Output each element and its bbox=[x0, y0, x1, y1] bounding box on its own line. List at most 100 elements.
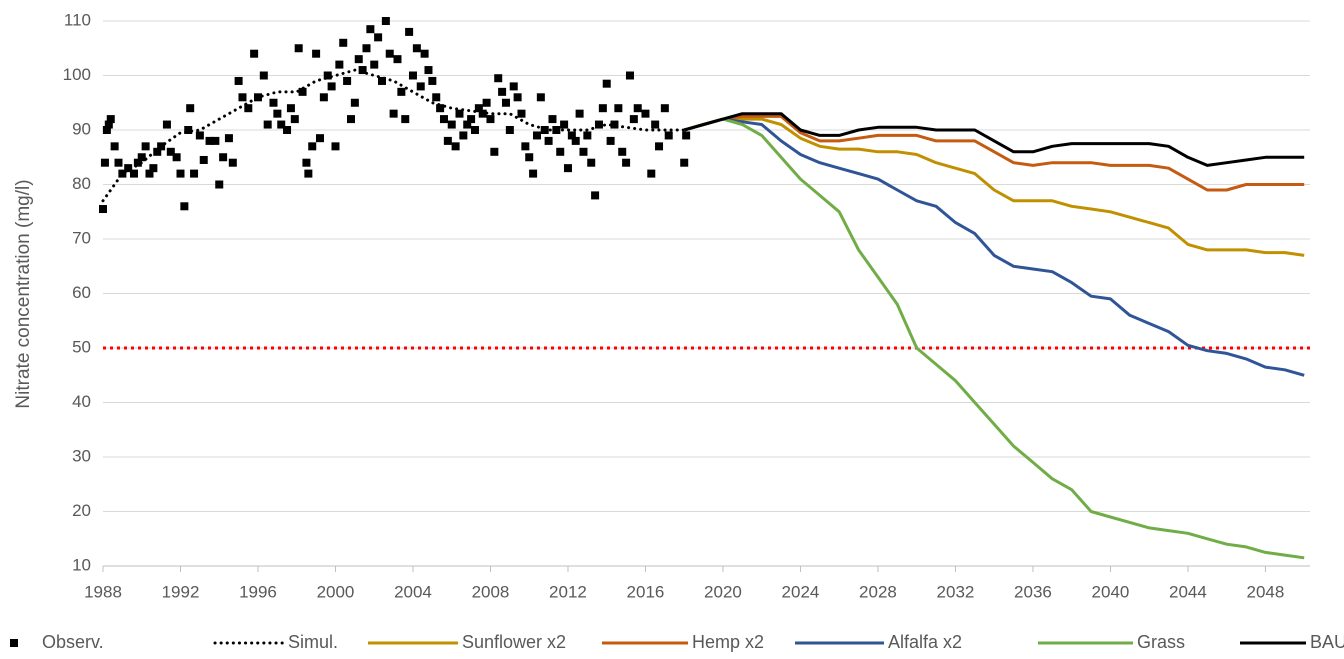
y-tick-label: 90 bbox=[72, 119, 91, 138]
observation-point bbox=[124, 164, 133, 173]
observation-point bbox=[467, 115, 476, 124]
observation-point bbox=[583, 131, 592, 140]
observation-point bbox=[362, 44, 371, 53]
observation-point bbox=[641, 109, 650, 118]
observation-point bbox=[594, 120, 603, 129]
observation-point bbox=[498, 87, 507, 96]
observation-point bbox=[350, 98, 359, 107]
observation-point bbox=[298, 87, 307, 96]
observation-point bbox=[110, 142, 119, 151]
scenario-line bbox=[683, 112, 1305, 167]
x-tick-label: 2028 bbox=[859, 582, 897, 601]
y-tick-label: 20 bbox=[72, 501, 91, 520]
observation-point bbox=[625, 71, 634, 80]
observation-point bbox=[250, 49, 259, 58]
legend-label: BAU bbox=[1310, 632, 1344, 652]
observation-point bbox=[277, 120, 286, 129]
observation-point bbox=[606, 136, 615, 145]
observation-point bbox=[393, 55, 402, 64]
observation-point bbox=[304, 169, 313, 178]
x-tick-label: 2036 bbox=[1014, 582, 1052, 601]
x-tick-label: 2008 bbox=[472, 582, 510, 601]
observation-point bbox=[610, 120, 619, 129]
observation-point bbox=[529, 169, 538, 178]
observation-point bbox=[308, 142, 317, 151]
observation-point bbox=[633, 104, 642, 113]
observation-point bbox=[137, 153, 146, 162]
observation-point bbox=[587, 158, 596, 167]
observation-point bbox=[319, 93, 328, 102]
observation-point bbox=[312, 49, 321, 58]
observation-point bbox=[102, 126, 111, 134]
observation-point bbox=[129, 169, 138, 178]
observation-point bbox=[381, 17, 390, 25]
observation-point bbox=[532, 131, 541, 140]
x-tick-label: 2000 bbox=[317, 582, 355, 601]
observation-point bbox=[290, 115, 299, 124]
observation-point bbox=[602, 79, 611, 88]
observation-point bbox=[660, 104, 669, 113]
observation-point bbox=[269, 98, 278, 107]
observation-point bbox=[548, 115, 557, 124]
observation-point bbox=[439, 115, 448, 124]
scenario-line bbox=[683, 117, 1305, 560]
observation-point bbox=[385, 49, 394, 58]
observation-point bbox=[501, 98, 510, 107]
observation-point bbox=[424, 66, 433, 75]
observation-point bbox=[224, 134, 233, 143]
observation-point bbox=[416, 82, 425, 91]
observation-point bbox=[591, 191, 600, 200]
y-tick-label: 100 bbox=[63, 65, 91, 84]
observation-point bbox=[339, 38, 348, 47]
observation-point bbox=[118, 169, 127, 178]
observation-point bbox=[436, 104, 445, 113]
y-tick-label: 40 bbox=[72, 392, 91, 411]
observation-point bbox=[622, 158, 631, 167]
observation-point bbox=[455, 109, 464, 118]
observation-point bbox=[494, 74, 503, 83]
y-tick-label: 50 bbox=[72, 337, 91, 356]
observation-point bbox=[186, 104, 195, 113]
y-tick-label: 10 bbox=[72, 555, 91, 574]
x-tick-label: 2020 bbox=[704, 582, 742, 601]
observation-point bbox=[259, 71, 268, 80]
observation-point bbox=[273, 109, 282, 118]
observation-point bbox=[556, 147, 565, 156]
observation-point bbox=[664, 131, 673, 140]
observation-point bbox=[244, 104, 253, 113]
observation-point bbox=[286, 104, 295, 113]
observation-point bbox=[571, 136, 580, 145]
observation-point bbox=[176, 169, 185, 178]
observation-point bbox=[99, 205, 107, 214]
legend-label: Alfalfa x2 bbox=[888, 632, 962, 652]
observation-point bbox=[490, 147, 499, 156]
x-tick-label: 1988 bbox=[84, 582, 122, 601]
observation-point bbox=[331, 142, 340, 151]
observation-point bbox=[315, 134, 324, 143]
observation-point bbox=[346, 115, 355, 124]
observation-point bbox=[618, 147, 627, 156]
observation-point bbox=[166, 147, 175, 156]
observation-point bbox=[505, 126, 514, 134]
observation-point bbox=[420, 49, 429, 58]
observation-point bbox=[149, 164, 158, 173]
legend-label: Grass bbox=[1137, 632, 1185, 652]
observation-point bbox=[104, 120, 113, 129]
y-tick-label: 110 bbox=[64, 10, 91, 29]
observation-point bbox=[294, 44, 303, 53]
observation-point bbox=[567, 131, 576, 140]
x-tick-label: 2044 bbox=[1169, 582, 1207, 601]
legend-marker bbox=[10, 639, 18, 647]
y-axis-label: Nitrate concentration (mg/l) bbox=[13, 179, 34, 408]
x-tick-label: 1992 bbox=[162, 582, 200, 601]
observation-point bbox=[647, 169, 656, 178]
observation-point bbox=[195, 131, 204, 140]
observation-point bbox=[509, 82, 518, 91]
observation-point bbox=[358, 66, 367, 75]
observation-point bbox=[459, 131, 468, 140]
observation-point bbox=[228, 158, 237, 167]
observation-point bbox=[428, 76, 437, 85]
observation-point bbox=[544, 136, 553, 145]
observation-point bbox=[343, 76, 352, 85]
